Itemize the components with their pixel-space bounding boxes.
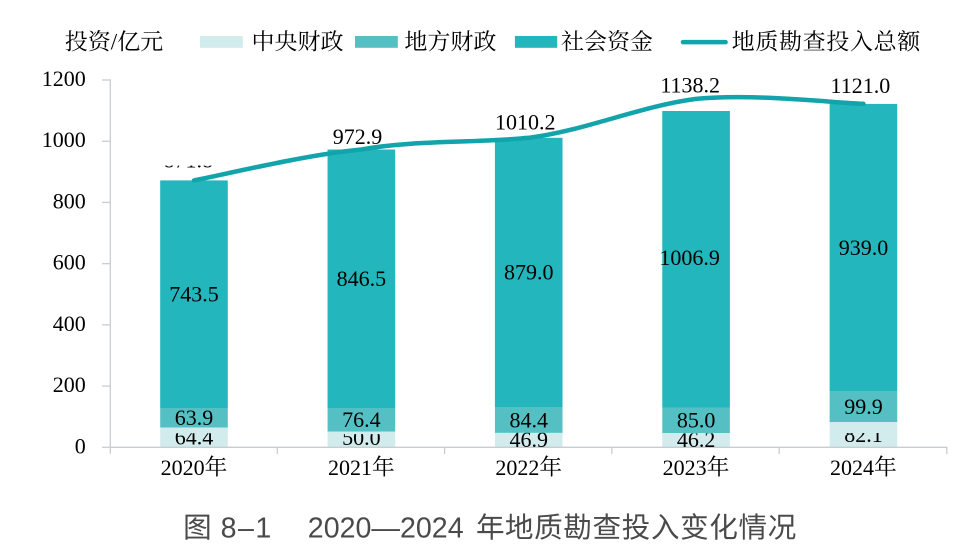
svg-text:0: 0 xyxy=(75,433,86,458)
svg-text:99.9: 99.9 xyxy=(844,394,883,419)
svg-text:50.0: 50.0 xyxy=(342,425,381,450)
svg-text:800: 800 xyxy=(53,188,86,213)
svg-text:1121.0: 1121.0 xyxy=(831,73,891,98)
svg-text:46.9: 46.9 xyxy=(509,427,548,452)
svg-text:84.4: 84.4 xyxy=(509,407,548,432)
svg-text:63.9: 63.9 xyxy=(175,405,214,430)
svg-text:2022: 2022 xyxy=(495,455,539,480)
svg-text:82.1: 82.1 xyxy=(844,422,883,447)
svg-text:972.9: 972.9 xyxy=(333,124,383,149)
svg-text:2023: 2023 xyxy=(663,455,707,480)
svg-text:8–1: 8–1 xyxy=(221,512,273,544)
svg-text:879.0: 879.0 xyxy=(504,260,554,285)
svg-text:64.4: 64.4 xyxy=(175,424,214,449)
svg-text:1000: 1000 xyxy=(42,127,86,152)
svg-text:2020: 2020 xyxy=(161,455,205,480)
svg-text:600: 600 xyxy=(53,250,86,275)
svg-text:200: 200 xyxy=(53,372,86,397)
svg-text:1010.2: 1010.2 xyxy=(495,110,556,135)
svg-text:400: 400 xyxy=(53,311,86,336)
svg-text:1138.2: 1138.2 xyxy=(660,72,720,97)
svg-text:743.5: 743.5 xyxy=(169,282,219,307)
svg-text:76.4: 76.4 xyxy=(342,407,381,432)
svg-text:2020—2024: 2020—2024 xyxy=(308,512,464,544)
svg-text:85.0: 85.0 xyxy=(677,408,716,433)
svg-text:/: / xyxy=(111,30,118,55)
svg-text:2024: 2024 xyxy=(830,455,874,480)
svg-text:1200: 1200 xyxy=(42,66,86,91)
svg-text:846.5: 846.5 xyxy=(337,266,387,291)
svg-text:2021: 2021 xyxy=(328,455,372,480)
svg-text:46.2: 46.2 xyxy=(677,427,716,452)
svg-text:1006.9: 1006.9 xyxy=(659,245,720,270)
svg-text:939.0: 939.0 xyxy=(839,235,889,260)
